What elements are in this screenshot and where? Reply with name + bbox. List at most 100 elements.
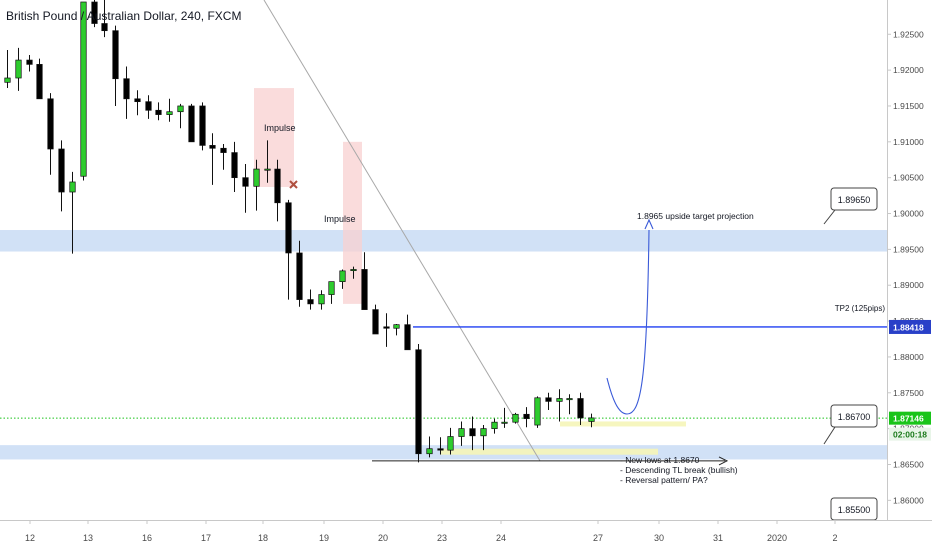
impulse-label-1: Impulse — [264, 123, 296, 133]
y-tick-label: 1.90000 — [893, 209, 924, 219]
candle-body — [350, 269, 357, 272]
x-tick-label: 2020 — [767, 533, 787, 543]
note-line: - New lows at 1.8670 — [620, 455, 700, 465]
candle-body — [15, 59, 22, 79]
candle — [512, 412, 519, 424]
projection-arrow-icon — [644, 218, 654, 230]
note-line: - Descending TL break (bullish) — [620, 465, 738, 475]
impulse-box-1 — [254, 88, 294, 187]
candle — [588, 413, 595, 428]
candle-body — [47, 98, 54, 150]
price-badge-label: 02:00:18 — [893, 430, 927, 440]
candle — [188, 103, 195, 143]
candle-body — [437, 448, 444, 451]
candle-body — [199, 105, 206, 146]
candle-body — [491, 421, 498, 429]
support-resistance-zones — [0, 230, 887, 460]
candle — [307, 289, 314, 310]
candle-body — [145, 101, 152, 111]
candle-body — [26, 59, 33, 65]
candle — [231, 141, 238, 193]
candle — [523, 407, 530, 428]
price-badge-label: 1.88418 — [893, 322, 924, 332]
time-axis-bg — [0, 520, 932, 550]
candle — [296, 240, 303, 307]
candle-body — [112, 30, 119, 80]
candle-body — [501, 421, 508, 424]
candle — [101, 0, 108, 38]
tp2-label: TP2 (125pips) — [835, 304, 886, 313]
candle-body — [91, 1, 98, 24]
candle — [339, 269, 346, 289]
candle — [26, 55, 33, 72]
candle — [4, 50, 11, 89]
base-highlight — [440, 448, 658, 455]
candle — [69, 171, 76, 254]
candle-body — [480, 428, 487, 437]
candle — [112, 25, 119, 106]
candle-body — [383, 326, 390, 329]
candle — [166, 98, 173, 122]
candle — [577, 392, 584, 426]
candle — [58, 140, 65, 212]
candle-body — [545, 397, 552, 402]
y-tick-label: 1.86000 — [893, 495, 924, 505]
price-badge-bg — [889, 411, 931, 425]
y-tick-label: 1.89000 — [893, 280, 924, 290]
candle — [404, 314, 411, 351]
x-marker-stroke — [289, 180, 298, 189]
y-tick-label: 1.86500 — [893, 459, 924, 469]
candle-body — [393, 324, 400, 329]
y-tick-label: 1.92000 — [893, 65, 924, 75]
price-axis-bg — [887, 0, 932, 550]
candle — [318, 290, 325, 310]
range-highlight — [560, 421, 686, 427]
x-tick-label: 17 — [201, 533, 211, 543]
candle-body — [177, 105, 184, 113]
candle — [80, 1, 87, 181]
callout-box — [830, 404, 878, 428]
x-marker-icon — [289, 180, 298, 189]
candle-body — [4, 77, 11, 83]
callout-box — [830, 187, 878, 211]
candle-body — [566, 398, 573, 401]
current-price-badge: 1.87146 — [889, 411, 931, 425]
y-tick-label: 1.92500 — [893, 29, 924, 39]
tp2-price-badge: 1.88418 — [889, 319, 931, 334]
candle — [566, 394, 573, 415]
note-line: - Reversal pattern/ PA? — [620, 475, 708, 485]
resistance-zone — [0, 230, 887, 252]
x-tick-label: 19 — [319, 533, 329, 543]
candle — [91, 0, 98, 28]
impulse-label-2: Impulse — [324, 214, 356, 224]
callout-label: 1.85500 — [838, 505, 871, 515]
candle-body — [155, 109, 162, 115]
candle-body — [534, 397, 541, 426]
candle-body — [101, 23, 108, 32]
callout-pointer — [823, 209, 845, 225]
projection-curve — [606, 229, 650, 415]
y-tick-label: 1.87500 — [893, 388, 924, 398]
candle — [123, 66, 130, 119]
candle — [274, 159, 281, 222]
candle — [209, 133, 216, 185]
candle — [199, 102, 206, 151]
x-tick-label: 13 — [83, 533, 93, 543]
y-tick-label: 1.91500 — [893, 101, 924, 111]
candle-body — [512, 413, 519, 423]
candles — [4, 0, 595, 463]
candle — [253, 159, 260, 211]
x-tick-label: 24 — [496, 533, 506, 543]
candle-body — [242, 177, 249, 187]
candle-body — [274, 168, 281, 204]
candle — [534, 396, 541, 428]
x-tick-label: 23 — [437, 533, 447, 543]
callout-lower: 1.86700 — [823, 404, 878, 445]
y-tick-label: 1.88000 — [893, 352, 924, 362]
x-tick-label: 12 — [25, 533, 35, 543]
callout-pointer — [823, 426, 845, 445]
candle-body — [220, 147, 227, 153]
candle — [285, 199, 292, 300]
y-tick-label: 1.90500 — [893, 173, 924, 183]
